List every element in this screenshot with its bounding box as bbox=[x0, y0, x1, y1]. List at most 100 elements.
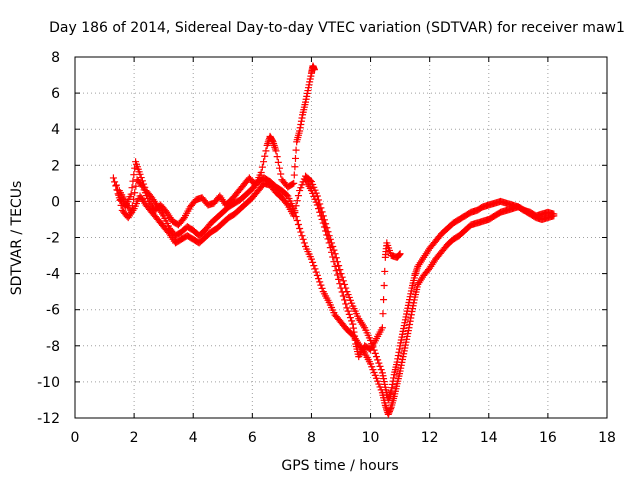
data-point bbox=[310, 262, 318, 270]
data-point bbox=[127, 190, 135, 198]
data-point bbox=[310, 66, 318, 74]
data-point bbox=[339, 292, 347, 300]
data-point bbox=[289, 180, 297, 188]
data-point bbox=[258, 163, 266, 171]
data-point bbox=[306, 176, 314, 184]
x-tick-label: 18 bbox=[598, 430, 616, 446]
data-point bbox=[371, 349, 379, 357]
data-point bbox=[317, 281, 325, 289]
data-point bbox=[339, 277, 347, 285]
data-point bbox=[375, 359, 383, 367]
chart-title: Day 186 of 2014, Sidereal Day-to-day VTE… bbox=[49, 20, 625, 36]
x-tick-label: 14 bbox=[480, 430, 498, 446]
data-point bbox=[317, 212, 325, 220]
data-point bbox=[550, 210, 558, 218]
x-axis-label: GPS time / hours bbox=[281, 458, 398, 474]
grid-layer bbox=[75, 57, 607, 418]
data-point bbox=[316, 208, 324, 216]
data-point bbox=[131, 189, 139, 197]
data-point bbox=[336, 280, 344, 288]
data-point bbox=[319, 219, 327, 227]
data-point bbox=[331, 262, 339, 270]
data-point bbox=[341, 296, 349, 304]
data-point bbox=[293, 197, 301, 205]
data-point bbox=[376, 362, 384, 370]
data-point bbox=[324, 235, 332, 243]
series-track-b bbox=[112, 172, 558, 404]
data-point bbox=[109, 174, 117, 182]
data-point bbox=[332, 254, 340, 262]
data-point bbox=[292, 202, 300, 210]
data-point bbox=[326, 244, 334, 252]
data-point bbox=[136, 170, 144, 178]
data-point bbox=[380, 282, 388, 290]
data-point bbox=[257, 169, 265, 177]
series-track-c bbox=[115, 62, 318, 229]
data-point bbox=[333, 271, 341, 279]
data-point bbox=[323, 231, 331, 239]
data-point bbox=[337, 270, 345, 278]
data-point bbox=[377, 366, 385, 374]
data-point bbox=[336, 266, 344, 274]
data-point bbox=[337, 284, 345, 292]
x-tick-label: 10 bbox=[362, 430, 380, 446]
y-axis-label: SDTVAR / TECUs bbox=[9, 181, 25, 296]
data-point bbox=[290, 171, 298, 179]
data-point bbox=[335, 275, 343, 283]
data-point bbox=[348, 317, 356, 325]
data-point bbox=[309, 258, 317, 266]
data-point bbox=[298, 232, 306, 240]
data-point bbox=[315, 205, 323, 213]
y-tick-label: 4 bbox=[51, 122, 60, 138]
data-point bbox=[130, 171, 138, 179]
y-tick-label: -6 bbox=[46, 303, 60, 319]
y-tick-label: 8 bbox=[51, 50, 60, 66]
data-point bbox=[312, 268, 320, 276]
data-point bbox=[116, 196, 124, 204]
data-point bbox=[272, 147, 280, 155]
data-point bbox=[137, 174, 145, 182]
data-point bbox=[300, 239, 308, 247]
data-point bbox=[313, 271, 321, 279]
x-tick-label: 8 bbox=[307, 430, 316, 446]
y-tick-label: 2 bbox=[51, 158, 60, 174]
y-tick-label: -10 bbox=[37, 375, 60, 391]
data-point bbox=[396, 250, 404, 258]
data-point bbox=[381, 267, 389, 275]
data-point bbox=[316, 278, 324, 286]
data-point bbox=[342, 300, 350, 308]
data-point bbox=[111, 178, 119, 186]
x-tick-label: 12 bbox=[421, 430, 439, 446]
data-point bbox=[372, 353, 380, 361]
data-point bbox=[379, 310, 387, 318]
data-point bbox=[341, 280, 349, 288]
x-tick-label: 16 bbox=[539, 430, 557, 446]
y-tick-label: 6 bbox=[51, 86, 60, 102]
data-point bbox=[291, 207, 299, 215]
data-point bbox=[290, 212, 298, 220]
data-point bbox=[320, 223, 328, 231]
data-point bbox=[329, 253, 337, 261]
data-point bbox=[378, 324, 386, 332]
data-point bbox=[112, 181, 120, 189]
data-point bbox=[318, 284, 326, 292]
data-point bbox=[380, 296, 388, 304]
data-point bbox=[277, 170, 285, 178]
series-track-d bbox=[302, 176, 404, 361]
data-point bbox=[344, 307, 352, 315]
data-point bbox=[294, 192, 302, 200]
data-point bbox=[311, 265, 319, 273]
y-tick-label: -8 bbox=[46, 339, 60, 355]
data-point bbox=[374, 356, 382, 364]
data-point bbox=[292, 146, 300, 154]
x-tick-label: 6 bbox=[248, 430, 257, 446]
data-point bbox=[290, 179, 298, 187]
data-point bbox=[343, 304, 351, 312]
y-tick-label: -12 bbox=[37, 411, 60, 427]
data-point bbox=[283, 200, 291, 208]
data-point bbox=[260, 158, 268, 166]
tick-layer: 0 2 4 6 8 10 12 14 16 18 -12 -10 -8 -6 -4 -2 0 2 4 6 8 bbox=[37, 50, 616, 446]
data-point bbox=[291, 163, 299, 171]
x-tick-label: 2 bbox=[130, 430, 139, 446]
